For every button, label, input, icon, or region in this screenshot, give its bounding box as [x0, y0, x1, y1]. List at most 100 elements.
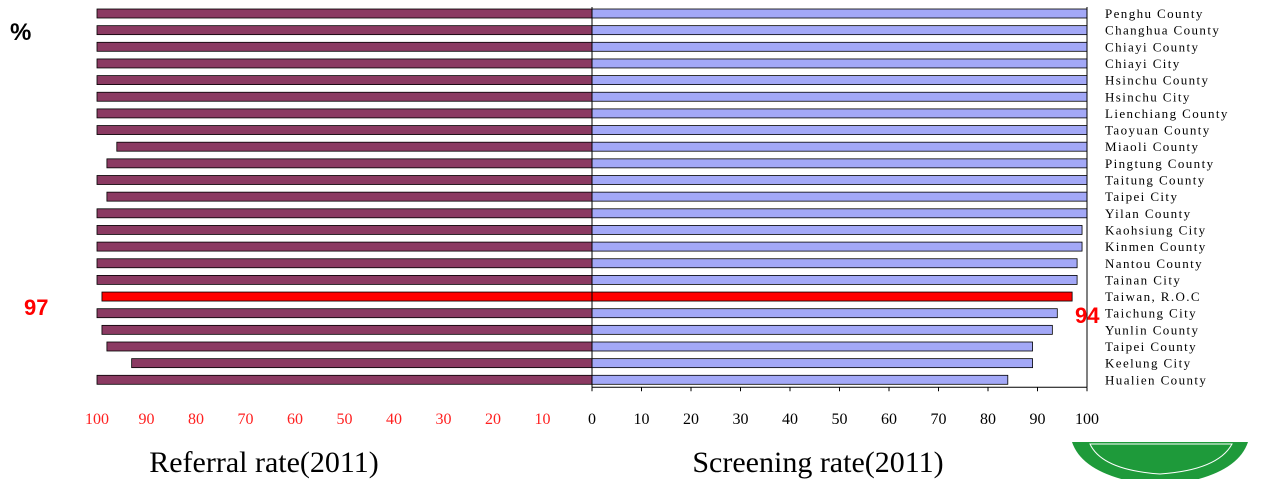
seal-band — [1072, 442, 1248, 479]
screening-bar — [592, 292, 1072, 301]
right-tick-label: 40 — [782, 411, 798, 428]
left-tick-label: 100 — [85, 411, 109, 428]
screening-bar — [592, 342, 1033, 351]
left-tick-label: 60 — [287, 411, 303, 428]
callout-right: 94 — [1075, 303, 1100, 328]
screening-bar — [592, 209, 1087, 218]
category-label: Yilan County — [1105, 206, 1192, 221]
category-label: Kinmen County — [1105, 239, 1207, 254]
right-axis-title: Screening rate(2011) — [692, 446, 943, 479]
referral-bar — [97, 26, 592, 35]
category-label: Hsinchu City — [1105, 89, 1191, 104]
category-label: Pingtung County — [1105, 156, 1215, 171]
screening-bar — [592, 309, 1057, 318]
left-tick-label: 70 — [238, 411, 254, 428]
unit-label: % — [10, 19, 31, 46]
left-tick-label: 20 — [485, 411, 501, 428]
right-tick-label: 90 — [1030, 411, 1046, 428]
referral-bar — [97, 92, 592, 101]
category-label: Changhua County — [1105, 23, 1220, 38]
category-label: Lienchiang County — [1105, 106, 1229, 121]
callout-left: 97 — [24, 295, 48, 320]
screening-bar — [592, 26, 1087, 35]
left-tick-label: 80 — [188, 411, 204, 428]
screening-bar — [592, 92, 1087, 101]
referral-bar — [97, 126, 592, 135]
category-label: Chiayi County — [1105, 39, 1199, 54]
category-label: Taiwan, R.O.C — [1105, 289, 1201, 304]
referral-bar — [97, 59, 592, 68]
left-tick-label: 50 — [337, 411, 353, 428]
referral-bar — [97, 76, 592, 85]
category-label: Hsinchu County — [1105, 73, 1209, 88]
referral-bar — [132, 359, 592, 368]
referral-bar — [107, 159, 592, 168]
category-label: Keelung City — [1105, 356, 1192, 371]
category-label: Taitung County — [1105, 173, 1206, 188]
screening-bar — [592, 275, 1077, 284]
screening-bar — [592, 176, 1087, 185]
screening-bar — [592, 225, 1082, 234]
referral-bar — [102, 325, 592, 334]
referral-bar — [97, 176, 592, 185]
screening-bar — [592, 42, 1087, 51]
referral-bar — [97, 275, 592, 284]
right-tick-label: 80 — [980, 411, 996, 428]
screening-bar — [592, 59, 1087, 68]
right-tick-label: 60 — [881, 411, 897, 428]
right-tick-label: 0 — [588, 411, 596, 428]
screening-bar — [592, 9, 1087, 18]
referral-bar — [97, 42, 592, 51]
screening-bar — [592, 142, 1087, 151]
right-tick-label: 70 — [931, 411, 947, 428]
category-label: Nantou County — [1105, 256, 1203, 271]
right-tick-label: 50 — [832, 411, 848, 428]
category-label: Taichung City — [1105, 306, 1197, 321]
screening-bar — [592, 126, 1087, 135]
screening-bar — [592, 76, 1087, 85]
referral-bar — [97, 375, 592, 384]
screening-bar — [592, 159, 1087, 168]
left-axis-title: Referral rate(2011) — [149, 446, 379, 479]
screening-bar — [592, 359, 1033, 368]
referral-bar — [107, 342, 592, 351]
left-tick-label: 10 — [535, 411, 551, 428]
category-label: Tainan City — [1105, 272, 1181, 287]
screening-bar — [592, 375, 1008, 384]
category-label: Penghu County — [1105, 6, 1204, 21]
referral-bar — [97, 9, 592, 18]
screening-bar — [592, 242, 1082, 251]
category-label: Kaohsiung City — [1105, 222, 1207, 237]
referral-bar — [97, 109, 592, 118]
screening-bar — [592, 109, 1087, 118]
axis-ticks: 0 10 20 30 40 50 60 70 80 90 100 100 90 80 70 60 50 40 30 2… — [85, 411, 1099, 428]
referral-bar — [107, 192, 592, 201]
right-tick-label: 100 — [1075, 411, 1099, 428]
category-label: Taipei County — [1105, 339, 1197, 354]
category-label: Chiayi City — [1105, 56, 1181, 71]
left-tick-label: 40 — [386, 411, 402, 428]
category-label: Yunlin County — [1105, 322, 1199, 337]
left-tick-label: 30 — [436, 411, 452, 428]
left-tick-label: 90 — [139, 411, 155, 428]
right-tick-label: 20 — [683, 411, 699, 428]
screening-bar — [592, 325, 1052, 334]
category-label: Hualien County — [1105, 372, 1207, 387]
referral-bar — [97, 225, 592, 234]
bureau-seal-logo — [1072, 442, 1248, 479]
referral-bar — [117, 142, 592, 151]
screening-bar — [592, 192, 1087, 201]
referral-bar — [97, 209, 592, 218]
category-label: Miaoli County — [1105, 139, 1199, 154]
category-label: Taoyuan County — [1105, 123, 1211, 138]
referral-bar — [97, 309, 592, 318]
referral-bar — [97, 259, 592, 268]
referral-bar — [97, 242, 592, 251]
right-tick-label: 10 — [634, 411, 650, 428]
screening-bar — [592, 259, 1077, 268]
category-label: Taipei City — [1105, 189, 1178, 204]
referral-bar — [102, 292, 592, 301]
right-tick-label: 30 — [733, 411, 749, 428]
